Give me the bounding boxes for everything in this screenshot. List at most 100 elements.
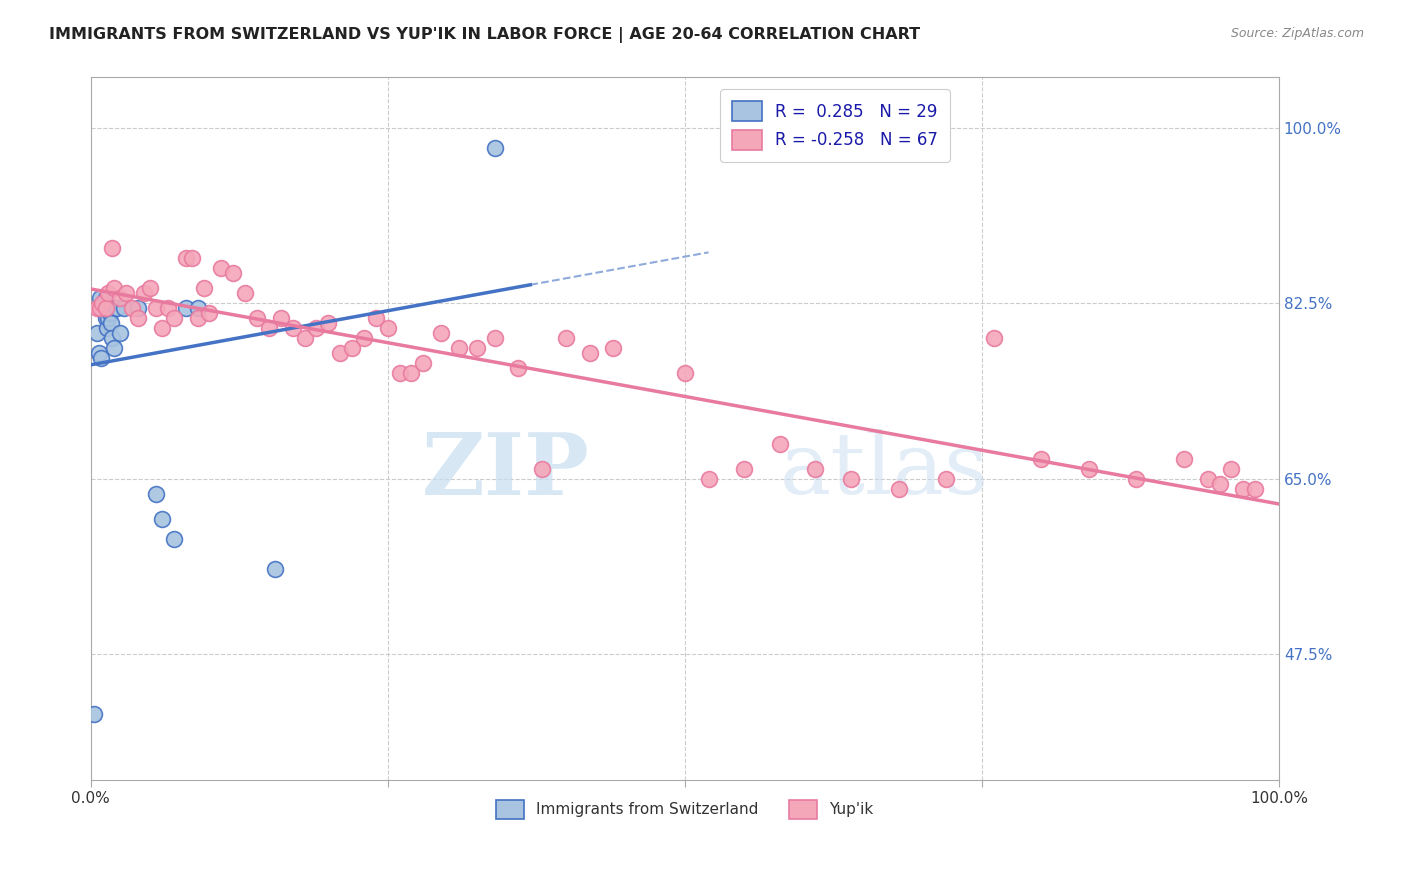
Point [121, 301, 143, 315]
Point [1232, 482, 1254, 496]
Point [578, 346, 600, 360]
Point [1197, 472, 1219, 486]
Point [484, 331, 506, 345]
Point [94, 301, 117, 315]
Point [1208, 476, 1230, 491]
Point [94, 311, 117, 326]
Point [209, 260, 232, 275]
Point [804, 461, 827, 475]
Point [769, 436, 792, 450]
Point [89, 291, 111, 305]
Point [340, 341, 363, 355]
Point [103, 341, 125, 355]
Point [294, 331, 316, 345]
Point [887, 482, 910, 496]
Point [86, 301, 108, 315]
Point [115, 286, 138, 301]
Point [484, 141, 506, 155]
Point [733, 461, 755, 475]
Point [94, 301, 117, 315]
Point [163, 532, 186, 546]
Point [105, 301, 128, 315]
Point [89, 301, 111, 315]
Point [281, 321, 304, 335]
Point [697, 472, 720, 486]
Point [193, 281, 215, 295]
Point [602, 341, 624, 355]
Point [531, 461, 554, 475]
Point [465, 341, 488, 355]
Point [555, 331, 578, 345]
Point [1031, 451, 1053, 466]
Point [90, 351, 112, 366]
Text: IMMIGRANTS FROM SWITZERLAND VS YUP'IK IN LABOR FORCE | AGE 20-64 CORRELATION CHA: IMMIGRANTS FROM SWITZERLAND VS YUP'IK IN… [49, 27, 921, 43]
Point [112, 301, 135, 315]
Point [1244, 482, 1267, 496]
Legend: Immigrants from Switzerland, Yup'ik: Immigrants from Switzerland, Yup'ik [491, 794, 879, 824]
Point [110, 291, 132, 305]
Point [139, 281, 162, 295]
Point [316, 316, 339, 330]
Point [101, 241, 124, 255]
Point [150, 321, 173, 335]
Point [839, 472, 862, 486]
Point [1220, 461, 1243, 475]
Point [98, 306, 121, 320]
Text: Source: ZipAtlas.com: Source: ZipAtlas.com [1230, 27, 1364, 40]
Point [91, 301, 114, 315]
Point [86, 326, 108, 341]
Point [364, 311, 387, 326]
Point [270, 311, 292, 326]
Point [110, 326, 132, 341]
Point [187, 301, 209, 315]
Point [263, 562, 285, 576]
Point [935, 472, 957, 486]
Point [187, 311, 209, 326]
Point [329, 346, 352, 360]
Text: ZIP: ZIP [422, 429, 589, 513]
Point [150, 512, 173, 526]
Point [127, 311, 149, 326]
Point [94, 291, 117, 305]
Text: atlas: atlas [780, 429, 988, 512]
Point [430, 326, 453, 341]
Point [93, 296, 115, 310]
Point [97, 311, 120, 326]
Point [163, 311, 186, 326]
Point [100, 316, 122, 330]
Point [132, 286, 155, 301]
Point [180, 251, 202, 265]
Point [91, 296, 114, 310]
Point [222, 266, 245, 280]
Point [174, 251, 197, 265]
Point [233, 286, 256, 301]
Point [83, 707, 105, 722]
Point [1077, 461, 1099, 475]
Point [94, 306, 117, 320]
Point [174, 301, 197, 315]
Point [673, 367, 696, 381]
Point [388, 367, 411, 381]
Point [156, 301, 179, 315]
Point [96, 321, 118, 335]
Point [377, 321, 399, 335]
Point [145, 487, 167, 501]
Point [246, 311, 269, 326]
Point [305, 321, 328, 335]
Point [145, 301, 167, 315]
Point [93, 301, 115, 315]
Point [508, 361, 530, 376]
Point [353, 331, 375, 345]
Point [257, 321, 280, 335]
Point [447, 341, 470, 355]
Point [198, 306, 221, 320]
Point [87, 346, 110, 360]
Point [97, 286, 120, 301]
Point [401, 367, 423, 381]
Point [1173, 451, 1195, 466]
Point [101, 331, 124, 345]
Point [412, 356, 434, 370]
Point [1125, 472, 1147, 486]
Point [127, 301, 149, 315]
Point [983, 331, 1005, 345]
